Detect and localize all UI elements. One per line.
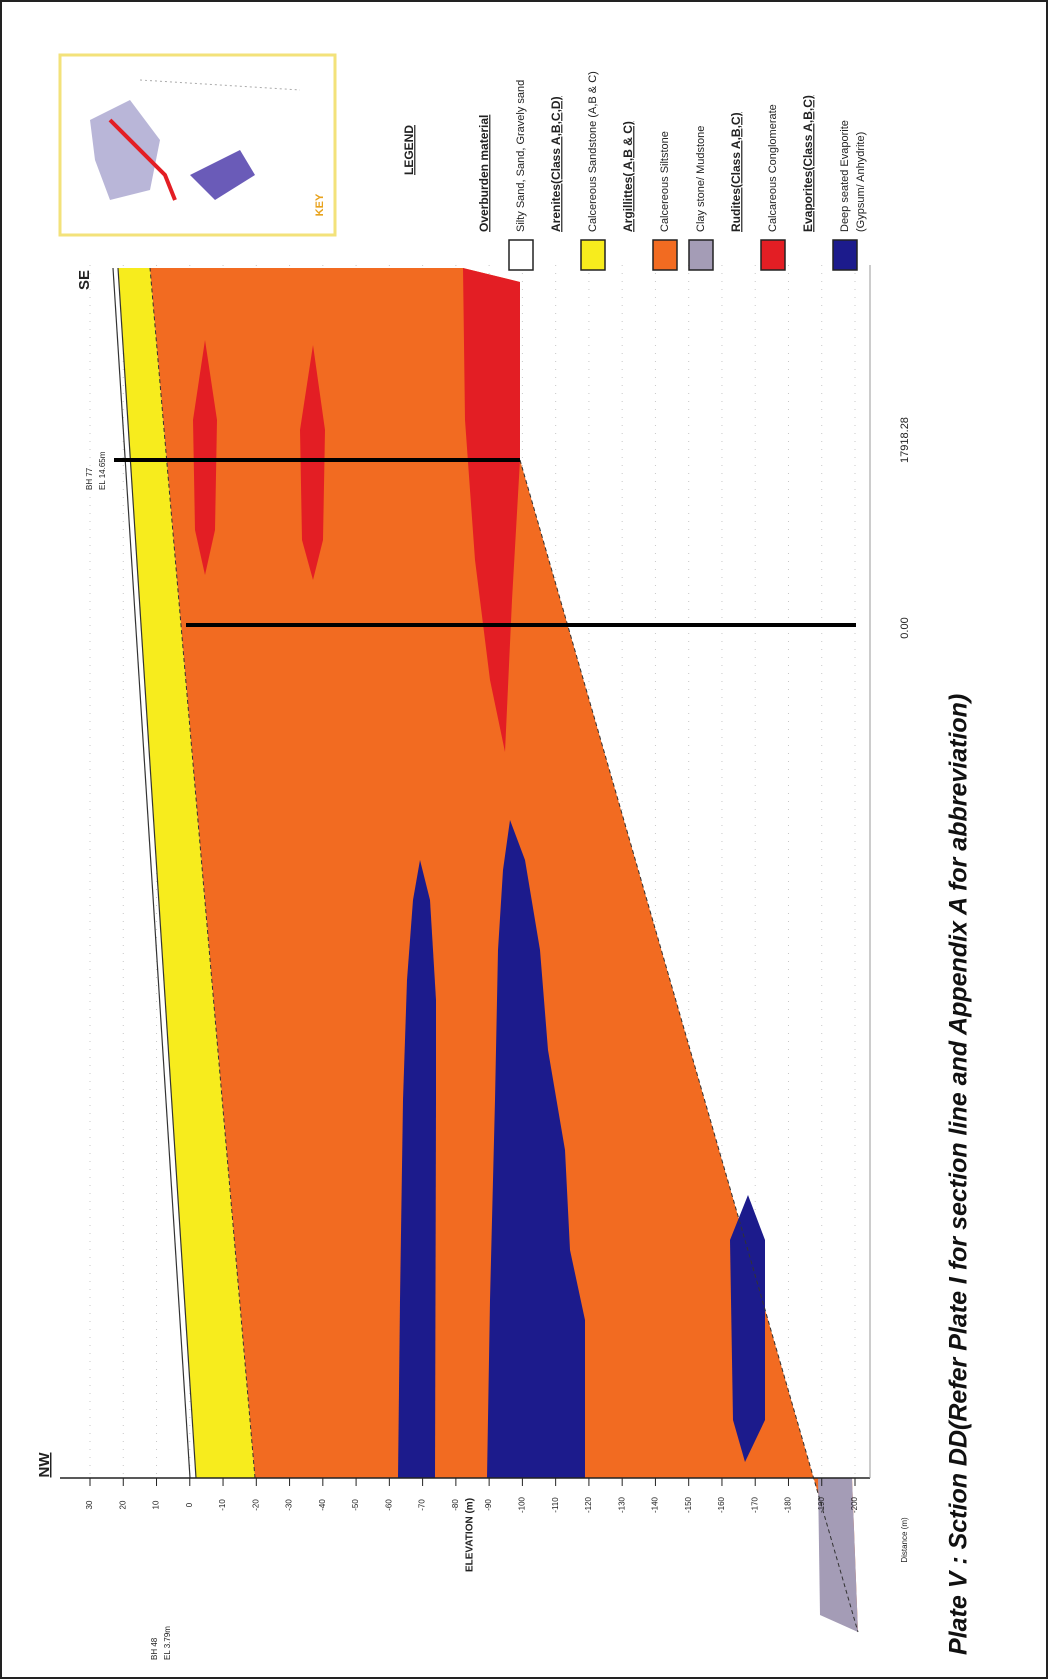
legend-heading: Argillittes( A,B & C) [621, 121, 635, 232]
evaporite-lens [487, 820, 585, 1478]
end-label: SE [76, 270, 93, 290]
elevation-tick: -150 [684, 1496, 693, 1513]
elevation-tick: 10 [152, 1500, 161, 1509]
legend-swatch [580, 239, 606, 271]
legend-title: LEGEND [402, 125, 416, 175]
legend-item: Calcereous Siltstone [659, 131, 671, 232]
legend-item: Deep seated Evaporite [839, 120, 851, 232]
ground-line [117, 267, 197, 1479]
elevation-tick: 0 [185, 1502, 194, 1507]
elevation-tick: -190 [817, 1496, 826, 1513]
sandstone-layer [118, 268, 255, 1478]
axis-label: Distance (m) [900, 1517, 909, 1563]
elevation-tick: -70 [418, 1499, 427, 1511]
section-line [108, 118, 177, 201]
map-line [139, 79, 301, 91]
legend-swatch [760, 239, 786, 271]
evaporite-lens [398, 860, 436, 1478]
legend-heading: Overburden material [477, 115, 491, 232]
conglomerate-lens [193, 340, 217, 575]
legend-swatch [652, 239, 678, 271]
elevation-tick: -60 [384, 1499, 393, 1511]
elevation-tick: -30 [285, 1499, 294, 1511]
legend: Overburden material Silty Sand, Sand, Gra… [477, 71, 867, 271]
elevation-tick: -20 [251, 1499, 260, 1511]
legend-swatch [688, 239, 714, 271]
distance-tick: 0.00 [899, 617, 911, 638]
elevation-tick: -10 [218, 1499, 227, 1511]
conglomerate-lens [463, 268, 520, 752]
borehole-elevation: EL 3.79m [163, 1626, 172, 1660]
elevation-tick: -50 [351, 1499, 360, 1511]
ground-line [112, 267, 191, 1479]
legend-heading: Rudites(Class A,B,C) [729, 112, 743, 232]
legend-swatch [832, 239, 858, 271]
borehole-name: BH 48 [150, 1637, 159, 1660]
elevation-tick: -120 [584, 1496, 593, 1513]
elevation-tick: -110 [551, 1497, 560, 1513]
boundary-line [519, 459, 859, 1633]
axis-label: ELEVATION (m) [465, 1498, 476, 1572]
distance-tick: 17918.28 [899, 417, 911, 463]
legend-item: Calcereous Sandstone (A,B & C) [587, 71, 599, 232]
legend-heading: Evaporites(Class A,B,C) [801, 95, 815, 232]
legend-heading: Arenites(Class A,B,C,D) [549, 96, 563, 232]
end-label: NW [36, 1452, 53, 1478]
legend-item: Calcareous Conglomerate [767, 104, 779, 232]
elevation-tick: 20 [118, 1500, 127, 1509]
borehole-name: BH 77 [85, 467, 94, 490]
key-map: KEY [58, 53, 337, 237]
mudstone-layer [818, 1478, 858, 1632]
legend-item: Clay stone/ Mudstone [695, 126, 707, 232]
map-area [90, 100, 160, 200]
map-area [190, 150, 255, 200]
elevation-tick: -100 [518, 1496, 527, 1513]
key-title: KEY [314, 193, 326, 216]
caption: Plate V : Sction DD(Refer Plate I for se… [945, 694, 973, 1655]
elevation-tick: -170 [750, 1496, 759, 1513]
borehole-elevation: EL 14.65m [98, 451, 107, 490]
elevation-tick: -200 [850, 1496, 859, 1513]
elevation-tick: -180 [784, 1496, 793, 1513]
elevation-tick: 30 [85, 1500, 94, 1509]
legend-swatch [508, 239, 534, 271]
legend-note: (Gypsum/ Anhydrite) [855, 132, 867, 232]
elevation-tick: -40 [318, 1499, 327, 1511]
legend-item: Silty Sand, Sand, Gravely sand [515, 80, 527, 232]
conglomerate-lens [300, 345, 325, 580]
evaporite-lens [730, 1195, 765, 1462]
elevation-tick: -160 [717, 1496, 726, 1513]
elevation-tick: -140 [651, 1496, 660, 1513]
elevation-tick: -80 [451, 1499, 460, 1511]
elevation-tick: -130 [617, 1496, 626, 1513]
elevation-tick: -90 [484, 1499, 493, 1511]
